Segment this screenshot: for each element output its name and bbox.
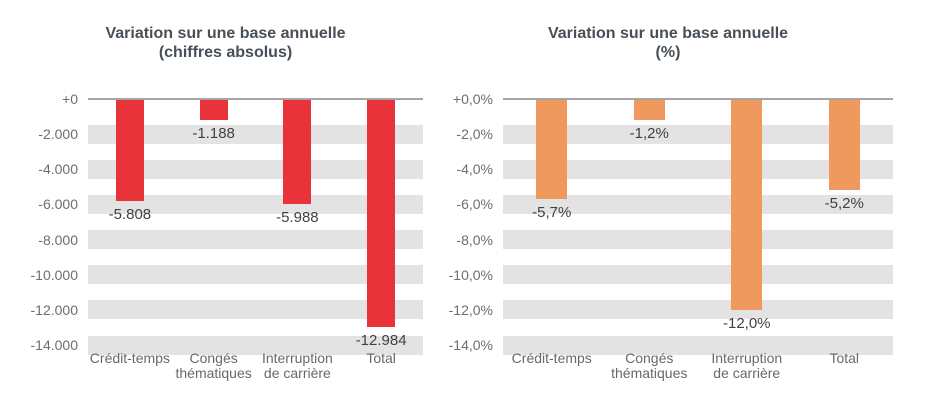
y-tick-label: -14,0% bbox=[448, 337, 493, 353]
y-tick-label: -6.000 bbox=[38, 196, 78, 213]
category-label-credit-temps: Crédit-temps bbox=[89, 350, 170, 366]
chart-title-line-1: Variation sur une base annuelle bbox=[547, 25, 789, 42]
data-label-total: -12.984 bbox=[355, 332, 407, 350]
chart-title-percent: Variation sur une base annuelle (%) bbox=[443, 24, 893, 62]
chart-percentages: Variation sur une base annuelle (%) -5,7… bbox=[449, 0, 929, 418]
y-tick-label: -8.000 bbox=[38, 231, 78, 248]
y-tick-label: +0,0% bbox=[452, 91, 493, 107]
grid-band bbox=[88, 159, 423, 179]
chart-title-absolute: Variation sur une base annuelle (chiffre… bbox=[28, 24, 423, 62]
grid-band bbox=[88, 124, 423, 144]
data-label-credit-temps: -5,7% bbox=[532, 204, 572, 222]
data-label-interruption-de-carriere: -5.988 bbox=[276, 209, 319, 227]
grid-band bbox=[88, 194, 423, 214]
bar-interruption-de-carriere bbox=[731, 99, 763, 310]
category-label-total: Total bbox=[829, 350, 860, 366]
grid-band bbox=[503, 124, 893, 144]
grid-band bbox=[503, 300, 893, 320]
category-label-credit-temps: Crédit-temps bbox=[511, 350, 592, 366]
category-label-conges-thematiques: Congés thématiques bbox=[611, 350, 688, 381]
data-label-total: -5,2% bbox=[824, 195, 864, 213]
y-tick-label: -8,0% bbox=[456, 231, 493, 248]
grid-band bbox=[503, 230, 893, 250]
category-label-interruption-de-carriere: Interruption de carrière bbox=[711, 350, 783, 381]
y-tick-label: -6,0% bbox=[456, 196, 493, 213]
data-label-conges-thematiques: -1.188 bbox=[192, 124, 235, 142]
bar-credit-temps bbox=[115, 99, 144, 202]
zero-axis-line bbox=[503, 98, 893, 100]
bar-total bbox=[367, 99, 396, 328]
grid-band bbox=[88, 335, 423, 355]
grid-band bbox=[503, 335, 893, 355]
y-tick-label: -10,0% bbox=[448, 266, 493, 283]
bar-interruption-de-carriere bbox=[283, 99, 312, 205]
grid-band bbox=[88, 300, 423, 320]
y-tick-label: -12.000 bbox=[30, 301, 78, 318]
chart-title-line-1: Variation sur une base annuelle bbox=[105, 25, 346, 42]
category-label-interruption-de-carriere: Interruption de carrière bbox=[261, 350, 333, 381]
y-tick-label: -12,0% bbox=[448, 301, 493, 318]
plot-area-percent: -5,7% -1,2% -12,0% -5,2% bbox=[503, 98, 893, 355]
grid-band bbox=[503, 194, 893, 214]
grid-band bbox=[503, 265, 893, 285]
chart-absolute-numbers: Variation sur une base annuelle (chiffre… bbox=[0, 0, 464, 418]
category-label-total: Total bbox=[366, 350, 396, 366]
chart-title-line-2: (chiffres absolus) bbox=[158, 44, 293, 61]
zero-axis-line bbox=[88, 98, 423, 100]
bar-credit-temps bbox=[536, 99, 568, 200]
bar-conges-thematiques bbox=[199, 99, 228, 120]
y-tick-label: -4.000 bbox=[38, 161, 78, 178]
y-tick-label: -2.000 bbox=[38, 126, 78, 143]
plot-area-absolute: -5.808 -1.188 -5.988 -12.984 bbox=[88, 98, 423, 355]
category-label-conges-thematiques: Congés thématiques bbox=[175, 350, 252, 381]
bar-total bbox=[828, 99, 860, 191]
y-tick-label: -2,0% bbox=[456, 126, 493, 143]
data-label-credit-temps: -5.808 bbox=[108, 206, 152, 224]
y-tick-label: -4,0% bbox=[456, 161, 493, 178]
grid-band bbox=[503, 159, 893, 179]
y-tick-label: +0 bbox=[62, 91, 78, 107]
y-tick-label: -14.000 bbox=[30, 337, 78, 353]
grid-band bbox=[88, 230, 423, 250]
bar-conges-thematiques bbox=[633, 99, 665, 121]
grid-band bbox=[88, 265, 423, 285]
y-tick-label: -10.000 bbox=[30, 266, 78, 283]
data-label-interruption-de-carriere: -12,0% bbox=[722, 314, 771, 332]
chart-title-line-2: (%) bbox=[655, 44, 681, 61]
data-label-conges-thematiques: -1,2% bbox=[629, 125, 669, 143]
